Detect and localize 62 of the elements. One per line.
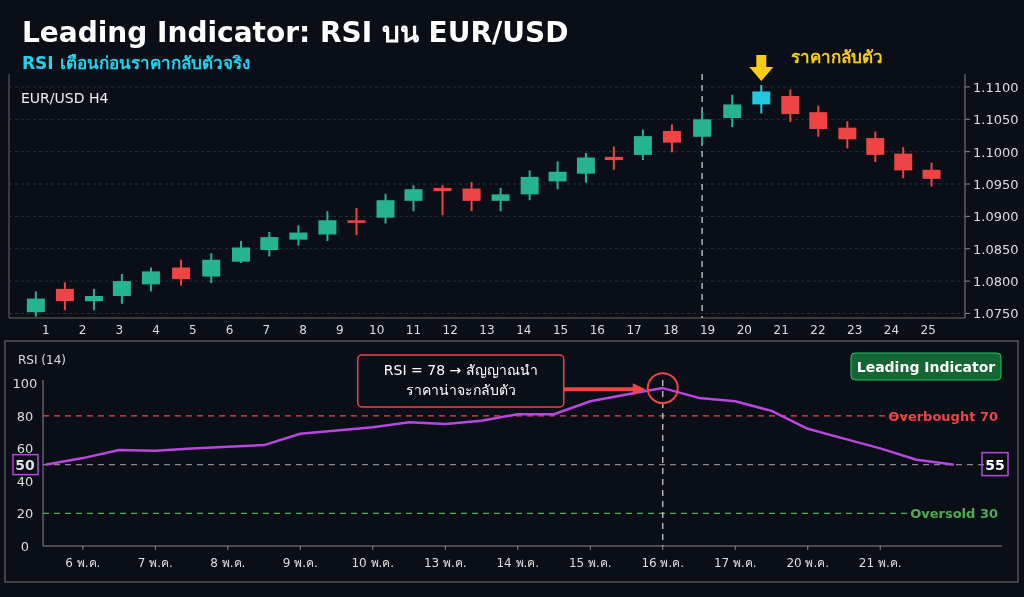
x-tick-label: 15 พ.ค. — [568, 556, 612, 570]
y-tick-label: 1.0800 — [973, 274, 1019, 290]
ref-line-label: Oversold 30 — [910, 506, 998, 522]
y-tick-label: 1.0950 — [973, 177, 1019, 193]
y-tick-label: 1.0850 — [973, 241, 1019, 257]
x-tick-label: 8 — [299, 323, 307, 337]
text: Leading Indicator — [856, 359, 996, 375]
x-tick-label: 4 — [152, 323, 160, 337]
x-tick-label: 25 — [920, 323, 936, 337]
y-tick-label: 20 — [16, 506, 34, 522]
x-tick-label: 23 — [847, 323, 863, 337]
annotation: EUR/USD H4 — [21, 90, 109, 106]
chart-title: Leading Indicator: RSI บน EUR/USD — [22, 16, 569, 49]
x-tick-label: 17 พ.ค. — [713, 556, 757, 570]
x-tick-label: 9 — [336, 323, 344, 337]
x-tick-label: 21 พ.ค. — [858, 556, 902, 570]
x-tick-label: 9 พ.ค. — [282, 556, 318, 570]
chart-subtitle: RSI เตือนก่อนราคากลับตัวจริง — [22, 53, 250, 73]
x-tick-label: 17 — [626, 323, 642, 337]
x-tick-label: 16 — [589, 323, 605, 337]
x-tick-label: 11 — [405, 323, 422, 337]
x-tick-label: 12 — [442, 323, 458, 337]
x-tick-label: 10 — [369, 323, 385, 337]
y-tick-label: 60 — [16, 441, 34, 457]
x-tick-label: 6 — [225, 323, 234, 337]
x-tick-label: 16 พ.ค. — [641, 556, 685, 570]
x-tick-label: 3 — [115, 323, 124, 337]
x-tick-label: 19 — [699, 323, 716, 337]
x-tick-label: 2 — [78, 323, 87, 337]
x-tick-label: 15 — [552, 323, 569, 337]
x-tick-label: 1 — [41, 323, 50, 337]
x-tick-label: 24 — [883, 323, 900, 337]
x-tick-label: 14 พ.ค. — [496, 556, 540, 570]
y-axis-title: RSI (14) — [18, 353, 66, 367]
annotation: RSI = 78 → สัญญาณนำ ราคาน่าจะกลับตัว — [383, 362, 538, 398]
x-tick-label: 7 — [262, 323, 271, 337]
y-tick-label: 80 — [16, 408, 34, 424]
y-tick-label: 0 — [20, 539, 30, 554]
x-tick-label: 10 พ.ค. — [351, 556, 395, 570]
x-tick-label: 20 — [736, 323, 753, 337]
text: ราคากลับตัว — [791, 47, 884, 67]
x-tick-label: 13 — [479, 323, 495, 337]
x-tick-label: 8 พ.ค. — [210, 556, 246, 570]
x-tick-label: 21 — [773, 323, 789, 337]
y-tick-label: 1.0900 — [973, 209, 1019, 225]
x-tick-label: 20 พ.ค. — [786, 556, 830, 570]
x-tick-label: 18 — [663, 323, 679, 337]
annotation: 55 — [985, 456, 1005, 473]
x-tick-label: 6 พ.ค. — [65, 556, 101, 570]
y-tick-label: 1.0750 — [973, 306, 1019, 322]
y-tick-label: 1.1100 — [973, 79, 1019, 95]
y-tick-label: 100 — [12, 376, 38, 392]
y-tick-label: 1.1000 — [973, 144, 1019, 160]
y-tick-label: 40 — [16, 473, 34, 489]
x-tick-label: 14 — [516, 323, 532, 337]
y-tick-label: 1.1050 — [973, 112, 1019, 128]
x-tick-label: 13 พ.ค. — [423, 556, 467, 570]
x-tick-label: 5 — [189, 323, 197, 337]
x-tick-label: 22 — [810, 323, 826, 337]
y-tick-label: 50 — [15, 456, 35, 473]
ref-line-label: Overbought 70 — [888, 408, 998, 424]
x-tick-label: 7 พ.ค. — [137, 556, 173, 570]
